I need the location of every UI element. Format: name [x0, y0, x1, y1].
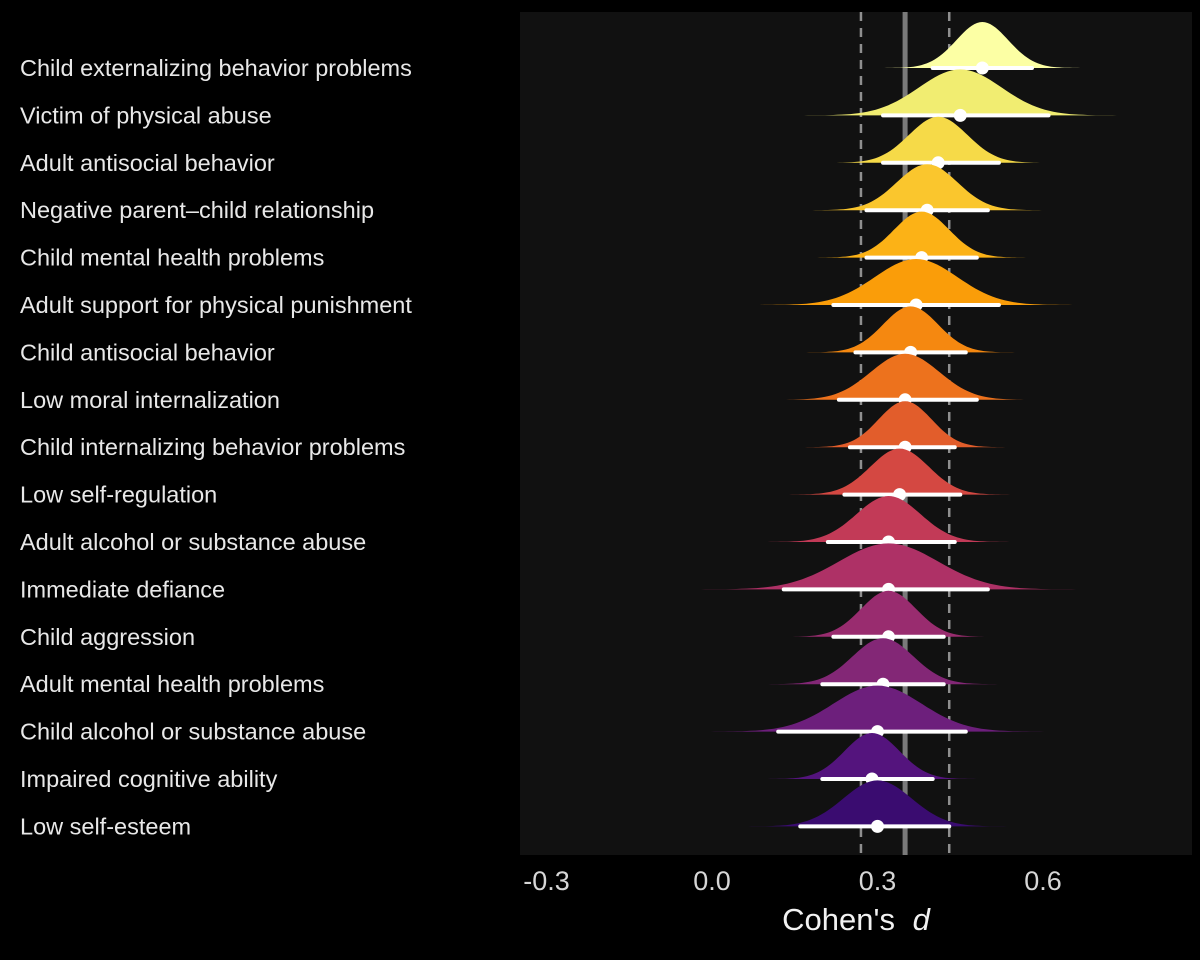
- x-axis-label-emph: d: [913, 902, 932, 937]
- density-curve: [674, 685, 1081, 732]
- density-curve: [803, 116, 1073, 163]
- row-label: Child antisocial behavior: [20, 339, 275, 365]
- x-tick-label: 0.0: [693, 866, 731, 896]
- density-curve: [725, 259, 1107, 305]
- row-label: Child alcohol or substance abuse: [20, 719, 366, 745]
- row-label: Adult support for physical punishment: [20, 292, 412, 318]
- point-estimate-dot: [953, 108, 967, 122]
- point-estimate-dot: [975, 61, 989, 75]
- x-tick-label: -0.3: [523, 866, 570, 896]
- density-curve: [761, 590, 1016, 637]
- x-axis-ticks: -0.3 0.0 0.3 0.6: [523, 866, 1062, 896]
- density-rows: [660, 22, 1151, 833]
- x-axis-label: Cohen's d: [782, 902, 931, 937]
- x-tick-label: 0.3: [859, 866, 897, 896]
- density-curve: [741, 496, 1036, 542]
- row-label: Victim of physical abuse: [20, 102, 272, 128]
- density-curve: [769, 69, 1151, 116]
- density-curve: [765, 448, 1035, 495]
- row-label: Low moral internalization: [20, 387, 280, 413]
- density-curve: [787, 164, 1067, 211]
- row-label: Adult alcohol or substance abuse: [20, 529, 366, 555]
- density-curve: [745, 733, 999, 779]
- category-labels: Child externalizing behavior problems Vic…: [20, 55, 412, 839]
- row-label: Child mental health problems: [20, 245, 324, 271]
- row-label: Negative parent–child relationship: [20, 197, 374, 223]
- density-row: [863, 22, 1102, 75]
- density-curve: [660, 543, 1117, 590]
- row-label: Low self-esteem: [20, 813, 191, 839]
- density-curve: [743, 638, 1023, 685]
- density-row: [769, 69, 1151, 122]
- density-curve: [720, 780, 1035, 827]
- row-label: Child externalizing behavior problems: [20, 55, 412, 81]
- density-curve: [783, 306, 1038, 353]
- row-label: Adult mental health problems: [20, 671, 324, 697]
- x-axis-label-text: Cohen's: [782, 902, 895, 937]
- point-estimate-dot: [871, 819, 885, 833]
- density-curve: [794, 211, 1049, 258]
- row-label: Immediate defiance: [20, 576, 225, 602]
- x-tick-label: 0.6: [1024, 866, 1062, 896]
- row-label: Child aggression: [20, 624, 195, 650]
- row-label: Adult antisocial behavior: [20, 150, 275, 176]
- row-label: Low self-regulation: [20, 482, 217, 508]
- density-curve: [863, 22, 1102, 68]
- density-row: [720, 780, 1035, 833]
- density-curve: [747, 353, 1063, 400]
- row-label: Impaired cognitive ability: [20, 766, 278, 792]
- density-curve: [783, 401, 1027, 448]
- row-label: Child internalizing behavior problems: [20, 434, 405, 460]
